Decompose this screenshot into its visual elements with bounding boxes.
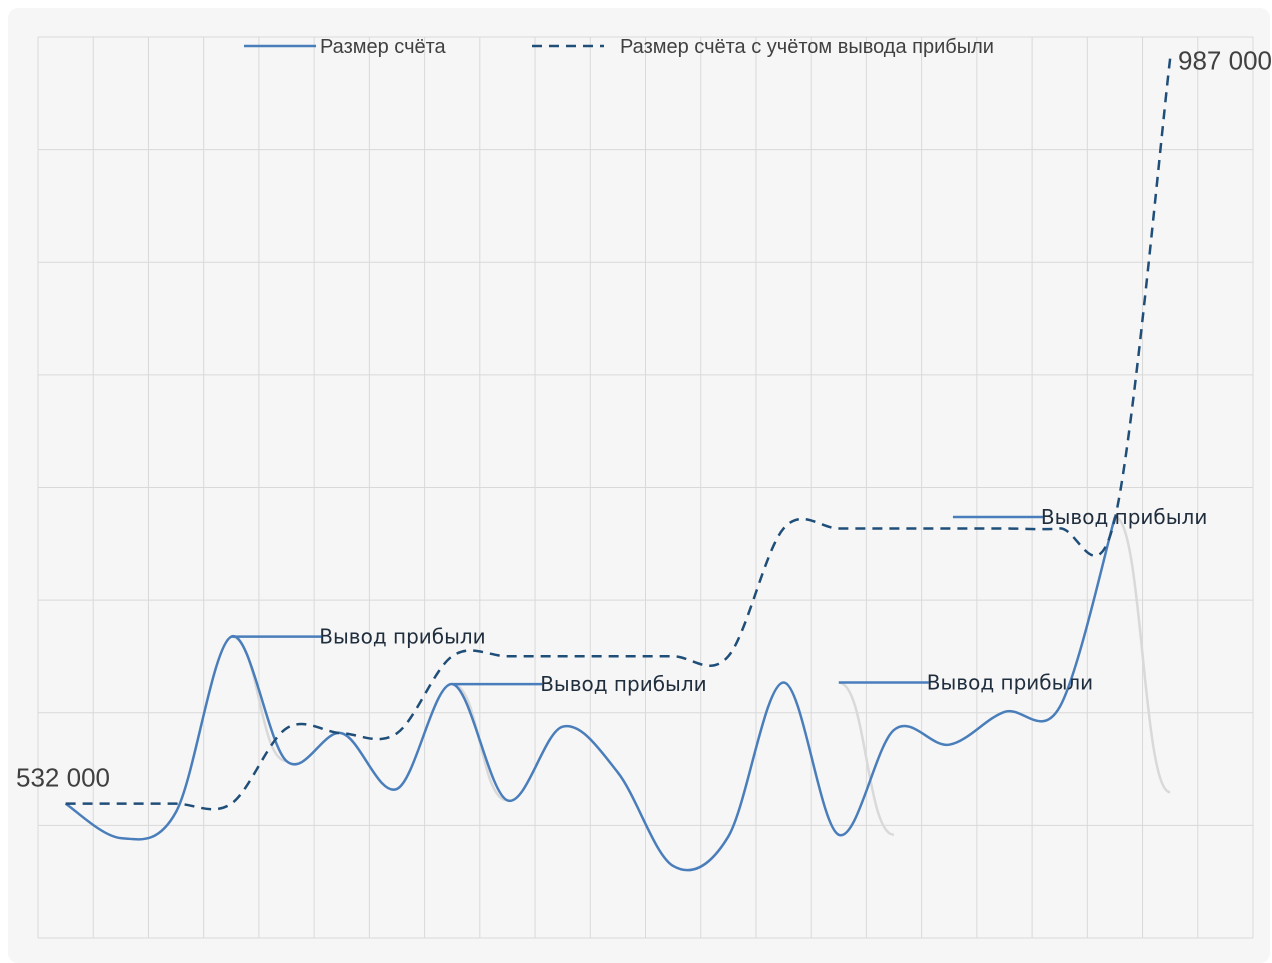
annotation-label-withdrawal: Вывод прибыли (540, 672, 706, 696)
chart-card (8, 8, 1270, 963)
annotation-label-withdrawal: Вывод прибыли (927, 670, 1093, 694)
data-label-value: 987 000 (1178, 45, 1272, 75)
series-line-account-size-with-withdrawal (65, 58, 1172, 811)
grid (37, 36, 1254, 939)
annotation-label-withdrawal: Вывод прибыли (1041, 505, 1207, 529)
legend: Размер счёта Размер счёта с учётом вывод… (244, 36, 994, 58)
withdrawal-drop-line (838, 681, 895, 837)
annotation-label-withdrawal: Вывод прибыли (319, 625, 485, 649)
series-line-account-size (64, 516, 1117, 872)
data-label-value: 532 000 (16, 763, 110, 793)
data-label-layer: 532 000 987 000 (16, 45, 1272, 792)
annotation-layer: Вывод прибыли Вывод прибыли Вывод прибыли В… (231, 505, 1207, 696)
withdrawal-drop-line (1114, 515, 1171, 794)
series-layer (64, 58, 1172, 872)
legend-label-account-size-with-withdrawal: Размер счёта с учётом вывода прибыли (620, 36, 994, 58)
legend-label-account-size: Размер счёта (320, 36, 447, 58)
